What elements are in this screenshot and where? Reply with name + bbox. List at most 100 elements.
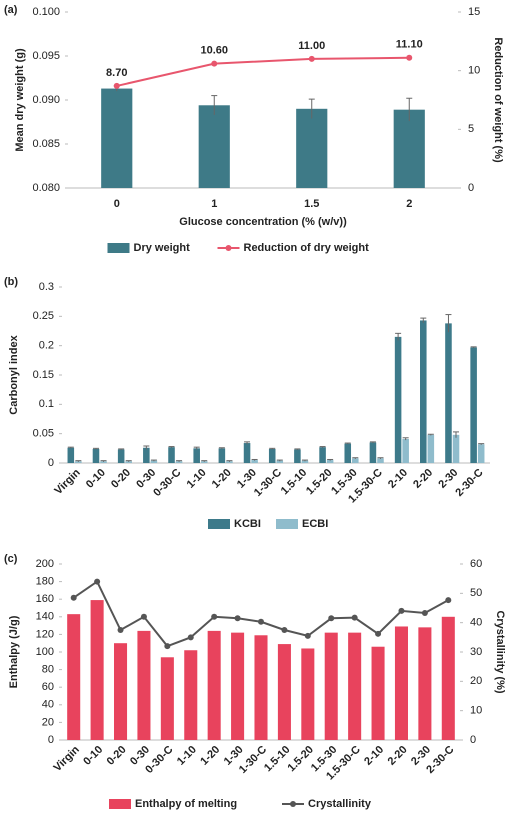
x-tick-label: 1.5-10 — [279, 467, 310, 498]
y2-tick-label: 0 — [468, 182, 474, 194]
line-marker — [117, 627, 124, 633]
line-marker — [164, 643, 171, 650]
line-marker — [406, 54, 413, 61]
bar — [276, 460, 284, 463]
y-tick-label: 20 — [42, 716, 54, 728]
line-marker — [351, 614, 358, 621]
y-axis-title: Enthalpy (J/g) — [8, 615, 20, 688]
bar — [301, 648, 315, 740]
x-tick-label: 2-10 — [362, 744, 386, 768]
y-tick-label: 0.05 — [33, 428, 54, 440]
error-bar — [201, 460, 208, 462]
bar — [67, 447, 75, 463]
x-tick-label: 1.5-20 — [304, 467, 335, 498]
error-bar — [395, 332, 402, 341]
bar — [352, 458, 359, 463]
bar — [67, 614, 81, 740]
y-axis-title: Mean dry weight (g) — [14, 48, 26, 152]
error-bar — [377, 457, 384, 459]
bar — [445, 323, 452, 463]
x-tick-label: Virgin — [51, 744, 82, 775]
error-bar — [75, 460, 82, 462]
bar — [277, 644, 291, 740]
y-tick-label: 180 — [36, 576, 54, 588]
y-tick-label: 140 — [36, 611, 54, 623]
y-axis-title: Carbonyl index — [8, 334, 20, 414]
error-bar — [445, 314, 452, 333]
bar — [393, 109, 425, 188]
line-marker — [304, 632, 311, 639]
line-marker — [187, 634, 194, 641]
error-bar — [276, 459, 283, 462]
data-label: 10.60 — [200, 45, 228, 57]
error-bar — [67, 446, 74, 449]
bar — [296, 108, 328, 188]
line-marker — [421, 609, 428, 616]
line-marker — [211, 613, 218, 620]
bar — [200, 461, 208, 463]
bar — [218, 448, 226, 463]
bar — [319, 447, 326, 463]
bar — [348, 632, 362, 740]
bar — [198, 105, 230, 188]
y2-tick-label: 5 — [468, 123, 474, 135]
y-tick-label: 0.090 — [32, 94, 60, 106]
error-bar — [226, 460, 233, 462]
bar — [369, 442, 377, 463]
y-tick-label: 0.25 — [33, 310, 54, 322]
y-tick-label: 120 — [36, 628, 54, 640]
error-bar — [352, 457, 359, 459]
bar — [394, 626, 408, 740]
error-bar — [369, 441, 376, 444]
error-bar — [420, 317, 427, 323]
legend-swatch — [109, 799, 131, 809]
y-tick-label: 0.085 — [32, 138, 60, 150]
bar — [160, 657, 174, 740]
legend-swatch — [276, 519, 298, 529]
y2-tick-label: 60 — [470, 558, 482, 570]
error-bar — [301, 459, 308, 462]
x-tick-label: 1-30-C — [252, 467, 284, 499]
bar — [452, 434, 460, 463]
bar — [117, 449, 125, 463]
bar — [168, 447, 175, 463]
x-tick-label: 2-30-C — [453, 467, 485, 499]
error-bar — [143, 445, 150, 450]
legend-marker — [290, 801, 296, 807]
y-tick-label: 200 — [36, 558, 54, 570]
y-tick-label: 100 — [36, 646, 54, 658]
y2-axis-title: Crystallinity (%) — [494, 610, 506, 693]
bar — [301, 460, 309, 463]
y2-tick-label: 10 — [468, 65, 480, 77]
x-tick-label: 2-20 — [411, 467, 435, 491]
bar — [254, 635, 268, 740]
bar — [150, 460, 158, 463]
line-marker — [94, 578, 101, 585]
y-tick-label: 0.095 — [32, 50, 60, 62]
error-bar — [211, 95, 218, 115]
y2-tick-label: 10 — [470, 705, 482, 717]
error-bar — [319, 446, 326, 448]
bar — [231, 632, 245, 740]
legend-label: ECBI — [302, 518, 328, 530]
bar — [143, 447, 150, 463]
error-bar — [402, 437, 409, 441]
bar — [193, 448, 200, 463]
bar — [268, 448, 276, 463]
y2-tick-label: 20 — [470, 675, 482, 687]
bar — [114, 643, 128, 740]
y2-tick-label: 30 — [470, 646, 482, 658]
error-bar — [244, 441, 251, 445]
line-marker — [113, 82, 120, 89]
legend-marker — [225, 245, 232, 251]
bar — [90, 600, 104, 740]
x-tick-label: 1-20 — [210, 467, 234, 491]
error-bar — [251, 458, 258, 461]
x-tick-label: 2-10 — [386, 467, 410, 491]
error-bar — [168, 446, 175, 448]
bar — [402, 438, 409, 463]
legend-label: Reduction of dry weight — [244, 242, 370, 254]
bar — [418, 627, 432, 740]
panel-label: (a) — [4, 4, 18, 16]
bar — [477, 444, 485, 463]
